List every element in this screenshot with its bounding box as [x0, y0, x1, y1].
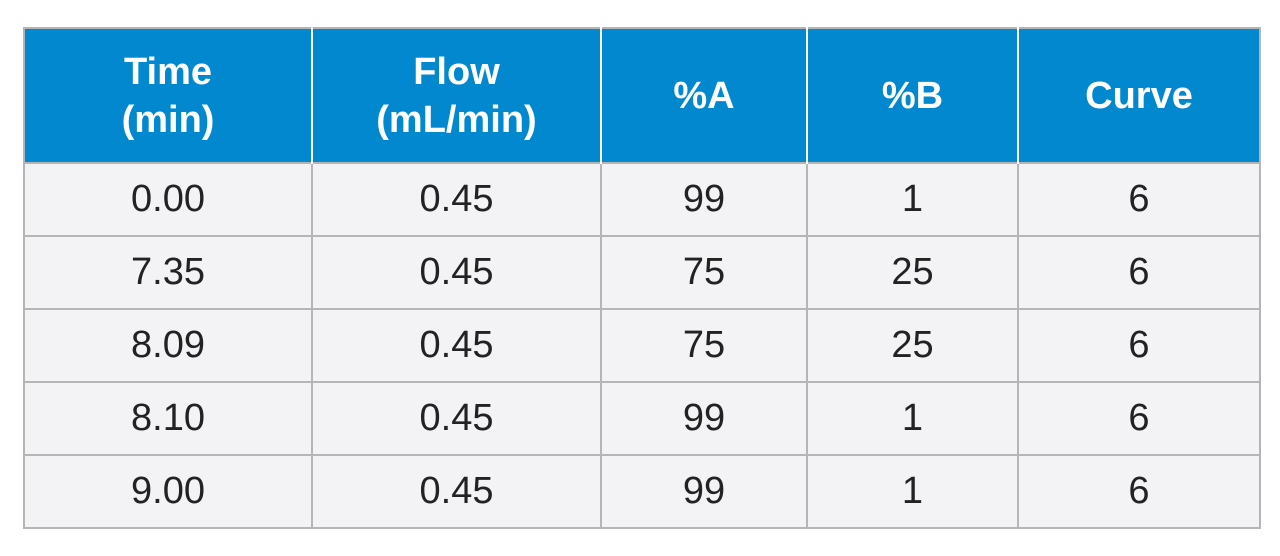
cell-percent-a: 75 [600, 308, 808, 383]
cell-percent-a: 99 [600, 162, 808, 237]
header-percent-b-label: %B [881, 74, 944, 117]
cell-percent-a: 75 [600, 235, 808, 310]
header-flow-unit: (mL/min) [376, 98, 537, 141]
header-time-unit: (min) [121, 98, 215, 141]
table-row: 7.35 0.45 75 25 6 [23, 235, 1261, 310]
header-time: Time (min) [23, 27, 313, 163]
table-row: 0.00 0.45 99 1 6 [23, 162, 1261, 237]
header-flow-label: Flow [413, 50, 500, 93]
cell-time: 8.09 [23, 308, 313, 383]
cell-curve: 6 [1017, 235, 1261, 310]
table-row: 8.09 0.45 75 25 6 [23, 308, 1261, 383]
cell-percent-a: 99 [600, 381, 808, 456]
cell-time: 7.35 [23, 235, 313, 310]
cell-flow: 0.45 [311, 308, 602, 383]
table-row: 8.10 0.45 99 1 6 [23, 381, 1261, 456]
header-percent-a-label: %A [673, 74, 735, 117]
cell-time: 0.00 [23, 162, 313, 237]
header-percent-b: %B [806, 27, 1019, 163]
cell-flow: 0.45 [311, 162, 602, 237]
gradient-table-container: Time (min) Flow (mL/min) %A %B Curve [23, 27, 1261, 529]
cell-curve: 6 [1017, 454, 1261, 529]
header-row: Time (min) Flow (mL/min) %A %B Curve [23, 27, 1261, 163]
cell-percent-a: 99 [600, 454, 808, 529]
header-curve: Curve [1017, 27, 1261, 163]
gradient-table: Time (min) Flow (mL/min) %A %B Curve [23, 27, 1261, 529]
cell-time: 9.00 [23, 454, 313, 529]
header-flow: Flow (mL/min) [311, 27, 602, 163]
table-row: 9.00 0.45 99 1 6 [23, 454, 1261, 529]
cell-flow: 0.45 [311, 235, 602, 310]
header-curve-label: Curve [1085, 74, 1193, 117]
table-body: 0.00 0.45 99 1 6 7.35 0.45 75 25 6 8.09 … [23, 162, 1261, 529]
cell-time: 8.10 [23, 381, 313, 456]
cell-percent-b: 25 [806, 308, 1019, 383]
cell-percent-b: 1 [806, 454, 1019, 529]
header-time-label: Time [123, 50, 212, 93]
cell-flow: 0.45 [311, 381, 602, 456]
cell-curve: 6 [1017, 381, 1261, 456]
header-percent-a: %A [600, 27, 808, 163]
cell-percent-b: 25 [806, 235, 1019, 310]
cell-percent-b: 1 [806, 381, 1019, 456]
cell-percent-b: 1 [806, 162, 1019, 237]
table-header: Time (min) Flow (mL/min) %A %B Curve [23, 27, 1261, 163]
cell-curve: 6 [1017, 162, 1261, 237]
cell-curve: 6 [1017, 308, 1261, 383]
cell-flow: 0.45 [311, 454, 602, 529]
